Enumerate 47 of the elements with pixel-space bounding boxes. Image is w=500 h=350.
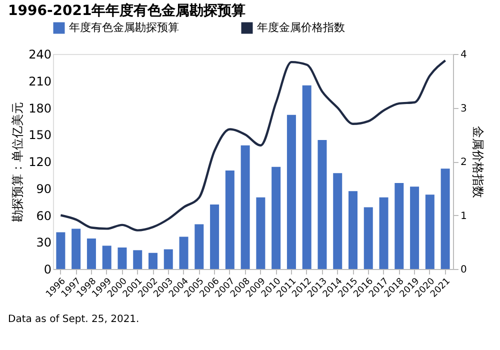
bar (72, 228, 81, 269)
y2-axis-title: 金属价格指数 (470, 126, 485, 198)
y2-tick-label: 2 (460, 157, 467, 168)
legend-label: 年度有色金属勘探预算 (69, 21, 179, 34)
y-tick-label: 240 (28, 48, 52, 62)
bar (364, 207, 373, 269)
y-tick-label: 150 (28, 128, 52, 142)
bar (394, 183, 404, 269)
y-tick-label: 30 (36, 236, 52, 250)
bar (148, 252, 158, 269)
bar (225, 170, 234, 269)
bar (286, 114, 296, 269)
y-tick-label: 180 (28, 101, 52, 116)
y-tick-label: 120 (28, 155, 52, 169)
bar (86, 238, 96, 269)
bar (302, 85, 312, 269)
y-tick-label: 0 (44, 262, 52, 276)
y-tick-label: 90 (36, 182, 52, 196)
bar (333, 173, 342, 269)
bar (133, 250, 142, 269)
bar (210, 204, 220, 269)
bar (425, 194, 434, 269)
bar (410, 186, 420, 269)
bar (56, 232, 66, 269)
bar (256, 197, 266, 269)
bar (118, 248, 127, 269)
legend-label: 年度金属价格指数 (257, 21, 345, 34)
y2-tick-label: 1 (460, 210, 467, 222)
bar (102, 246, 112, 269)
chart-title: 1996-2021年年度有色金属勘探预算 (8, 2, 246, 19)
bar (318, 140, 327, 269)
bar (164, 249, 173, 269)
y-tick-label: 210 (28, 74, 52, 88)
bar (194, 224, 204, 269)
bar (379, 197, 388, 269)
line-series (60, 59, 446, 232)
bar (440, 168, 450, 269)
bar (272, 166, 281, 269)
y-tick-label: 60 (36, 208, 52, 223)
y2-tick-label: 4 (460, 50, 467, 60)
bar (179, 236, 188, 269)
y2-tick-label: 0 (460, 264, 467, 276)
bar (348, 191, 358, 269)
bar (240, 145, 250, 269)
y-axis-title: 勘探预算：单位亿美元 (10, 102, 25, 222)
y2-tick-label: 3 (460, 103, 467, 114)
text: Data as of Sept. 25, 2021. (8, 314, 140, 325)
